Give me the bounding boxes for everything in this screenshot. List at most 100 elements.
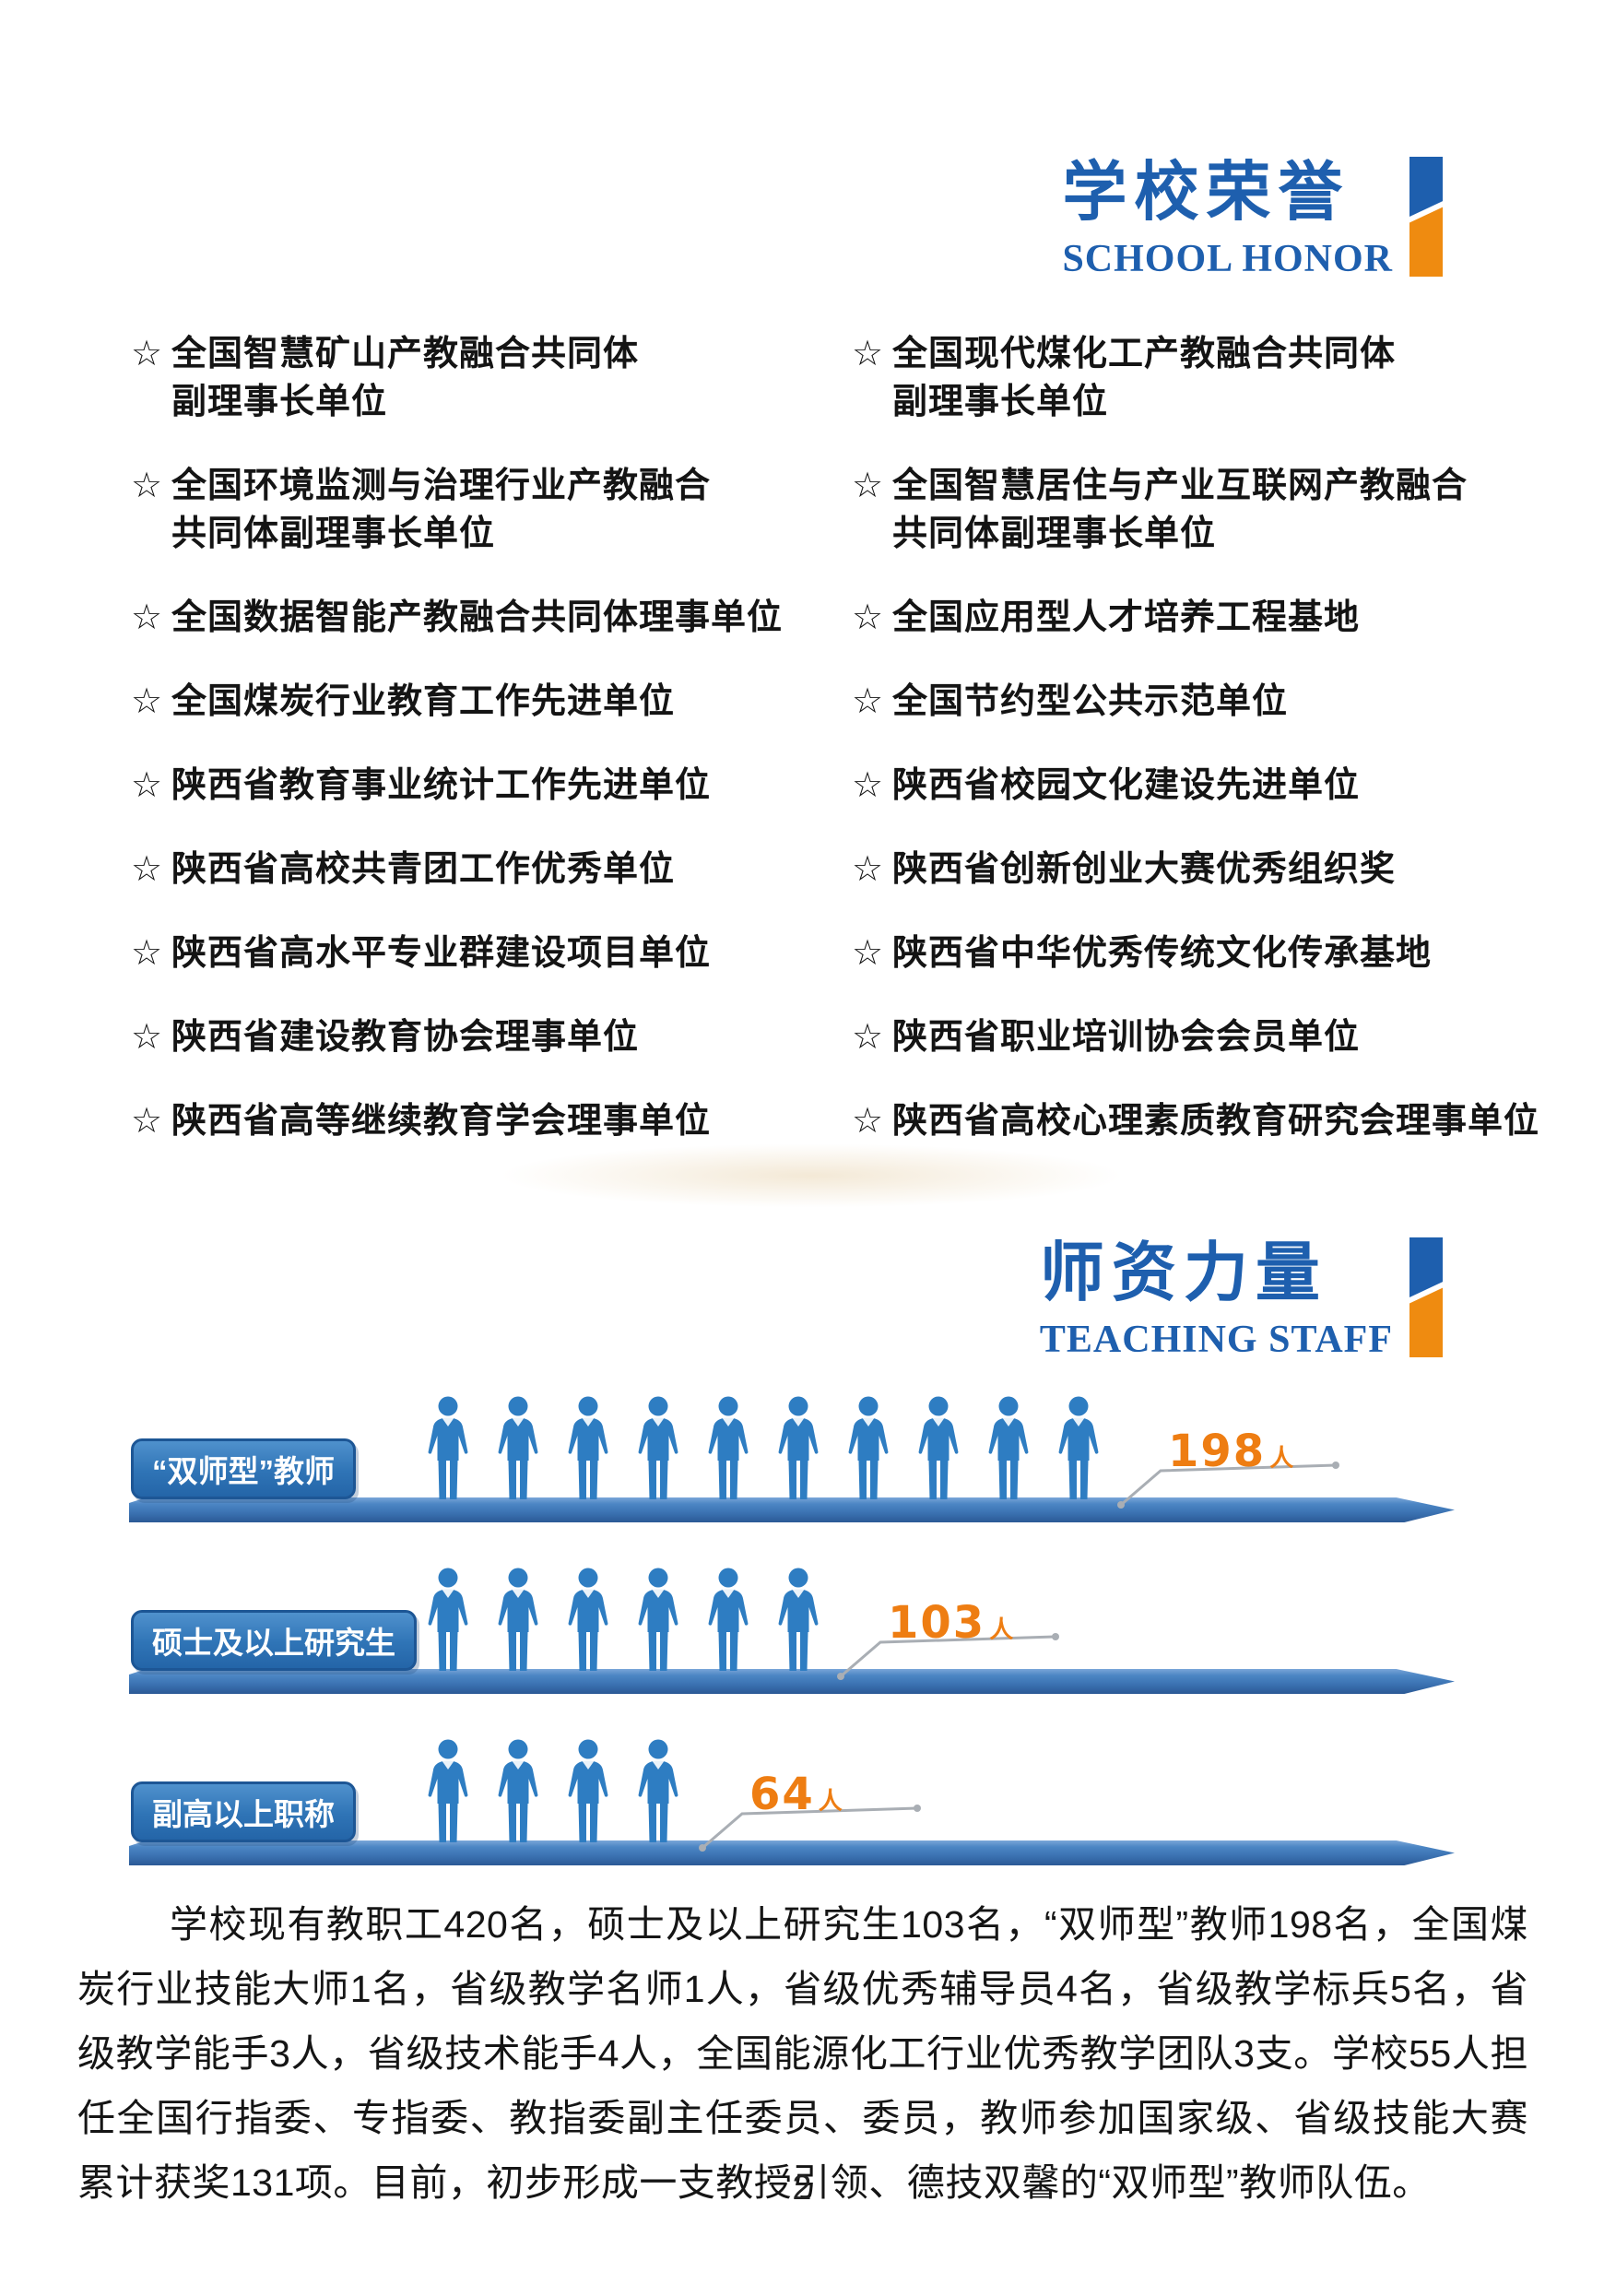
star-icon: ☆ <box>852 682 885 721</box>
honor-item: ☆ 陕西省高等继续教育学会理事单位 <box>131 1097 852 1145</box>
person-icon <box>848 1396 889 1499</box>
star-icon: ☆ <box>131 850 164 889</box>
chart-value-callout: 103 人 <box>888 1597 1013 1649</box>
star-icon: ☆ <box>131 766 164 805</box>
person-icon <box>568 1739 608 1842</box>
star-icon: ☆ <box>131 682 164 721</box>
staff-chart-row: “双师型”教师 198 人 <box>129 1381 1475 1543</box>
chart-value: 64 <box>749 1769 815 1820</box>
callout-leader-line <box>1117 1462 1339 1509</box>
honor-item: ☆ 陕西省职业培训协会会员单位 <box>852 1013 1539 1061</box>
honor-item-text: 全国数据智能产教融合共同体理事单位 <box>171 598 784 637</box>
staff-section-subtitle: TEACHING STAFF <box>1039 1319 1393 1361</box>
star-icon: ☆ <box>131 1018 164 1057</box>
honor-item-text: 全国智慧矿山产教融合共同体 副理事长单位 <box>171 335 640 421</box>
person-icon <box>638 1396 678 1499</box>
person-icons-group <box>426 1396 1101 1501</box>
person-icon <box>778 1568 819 1671</box>
person-icon <box>1058 1396 1099 1499</box>
honor-item: ☆ 陕西省高水平专业群建设项目单位 <box>131 929 852 977</box>
honor-item: ☆ 陕西省中华优秀传统文化传承基地 <box>852 929 1539 977</box>
honor-item-text: 陕西省高校心理素质教育研究会理事单位 <box>892 1102 1540 1141</box>
honor-item: ☆ 陕西省高校心理素质教育研究会理事单位 <box>852 1097 1539 1145</box>
person-icon <box>778 1396 819 1499</box>
honor-item: ☆ 陕西省教育事业统计工作先进单位 <box>131 762 852 810</box>
section-bar-decoration <box>1409 157 1443 277</box>
honor-item-text: 陕西省高等继续教育学会理事单位 <box>171 1102 712 1141</box>
staff-section-header: 师资力量 TEACHING STAFF <box>1040 1236 1443 1361</box>
chart-row-label: “双师型”教师 <box>131 1438 356 1499</box>
chart-value-callout: 198 人 <box>1168 1426 1293 1477</box>
honor-item-text: 全国节约型公共示范单位 <box>892 682 1289 721</box>
honor-item: ☆ 陕西省高校共青团工作优秀单位 <box>131 846 852 894</box>
star-icon: ☆ <box>131 467 164 505</box>
honor-item-text: 陕西省高校共青团工作优秀单位 <box>171 850 676 889</box>
person-icon <box>428 1568 468 1671</box>
chart-value: 198 <box>1168 1426 1267 1477</box>
honor-header-text: 学校荣誉 SCHOOL HONOR <box>1062 155 1393 280</box>
star-icon: ☆ <box>852 1018 885 1057</box>
person-icons-group <box>426 1739 680 1844</box>
person-icon <box>918 1396 959 1499</box>
staff-chart-row: 硕士及以上研究生 103 人 <box>129 1553 1475 1714</box>
honor-item-text: 陕西省高水平专业群建设项目单位 <box>171 934 712 973</box>
person-icons-group <box>426 1568 820 1673</box>
honor-item-text: 陕西省创新创业大赛优秀组织奖 <box>892 850 1397 889</box>
staff-summary-paragraph: 学校现有教职工420名，硕士及以上研究生103名，“双师型”教师198名，全国煤… <box>77 1903 1528 2204</box>
chart-value-unit: 人 <box>818 1787 843 1815</box>
chart-value-unit: 人 <box>1269 1444 1294 1472</box>
honor-column-left: ☆ 全国智慧矿山产教融合共同体 副理事长单位 ☆ 全国环境监测与治理行业产教融合 共同体副… <box>131 330 852 1181</box>
honor-section-header: 学校荣誉 SCHOOL HONOR <box>1062 155 1443 280</box>
star-icon: ☆ <box>852 850 885 889</box>
honor-item-text: 全国环境监测与治理行业产教融合 共同体副理事长单位 <box>171 467 712 553</box>
star-icon: ☆ <box>852 934 885 973</box>
honor-item: ☆ 全国智慧矿山产教融合共同体 副理事长单位 <box>131 330 852 426</box>
staff-section-title: 师资力量 <box>1039 1237 1327 1308</box>
background-smudge <box>498 1143 1125 1208</box>
honor-item-text: 陕西省校园文化建设先进单位 <box>892 766 1361 805</box>
honor-item: ☆ 全国智慧居住与产业互联网产教融合 共同体副理事长单位 <box>852 462 1539 558</box>
honor-item-text: 全国煤炭行业教育工作先进单位 <box>171 682 676 721</box>
honor-item: ☆ 陕西省校园文化建设先进单位 <box>852 762 1539 810</box>
person-icon <box>568 1568 608 1671</box>
chart-value-callout: 64 人 <box>749 1769 843 1820</box>
star-icon: ☆ <box>852 467 885 505</box>
star-icon: ☆ <box>852 598 885 637</box>
page-number: 2 <box>792 2169 812 2207</box>
person-icon <box>988 1396 1029 1499</box>
chart-platform-bar <box>129 1497 1455 1522</box>
star-icon: ☆ <box>852 335 885 373</box>
section-bar-decoration <box>1409 1237 1443 1357</box>
person-icon <box>498 1396 538 1499</box>
star-icon: ☆ <box>852 766 885 805</box>
chart-platform-bar <box>129 1669 1455 1694</box>
honor-item-text: 陕西省职业培训协会会员单位 <box>892 1018 1361 1057</box>
chart-platform-bar <box>129 1840 1455 1865</box>
star-icon: ☆ <box>852 1102 885 1141</box>
star-icon: ☆ <box>131 934 164 973</box>
staff-header-text: 师资力量 TEACHING STAFF <box>1040 1236 1393 1361</box>
honor-item-text: 陕西省教育事业统计工作先进单位 <box>171 766 712 805</box>
callout-leader-line <box>699 1805 921 1852</box>
chart-value-unit: 人 <box>989 1615 1014 1643</box>
person-icon <box>708 1568 749 1671</box>
chart-row-label: 副高以上职称 <box>131 1781 356 1842</box>
star-icon: ☆ <box>131 335 164 373</box>
person-icon <box>498 1739 538 1842</box>
honor-item: ☆ 全国应用型人才培养工程基地 <box>852 594 1539 642</box>
honor-item: ☆ 全国节约型公共示范单位 <box>852 678 1539 726</box>
callout-leader-line <box>837 1633 1059 1680</box>
honor-item-text: 全国智慧居住与产业互联网产教融合 共同体副理事长单位 <box>892 467 1468 553</box>
honor-column-right: ☆ 全国现代煤化工产教融合共同体 副理事长单位 ☆ 全国智慧居住与产业互联网产教融合 共同… <box>852 330 1539 1181</box>
honor-item-text: 陕西省建设教育协会理事单位 <box>171 1018 640 1057</box>
honor-item-text: 陕西省中华优秀传统文化传承基地 <box>892 934 1433 973</box>
honor-section-subtitle: SCHOOL HONOR <box>1062 238 1393 280</box>
staff-chart-row: 副高以上职称 64 人 <box>129 1724 1475 1886</box>
honor-item: ☆ 全国煤炭行业教育工作先进单位 <box>131 678 852 726</box>
star-icon: ☆ <box>131 1102 164 1141</box>
person-icon <box>638 1739 678 1842</box>
person-icon <box>498 1568 538 1671</box>
person-icon <box>428 1739 468 1842</box>
chart-row-label: 硕士及以上研究生 <box>131 1610 417 1671</box>
